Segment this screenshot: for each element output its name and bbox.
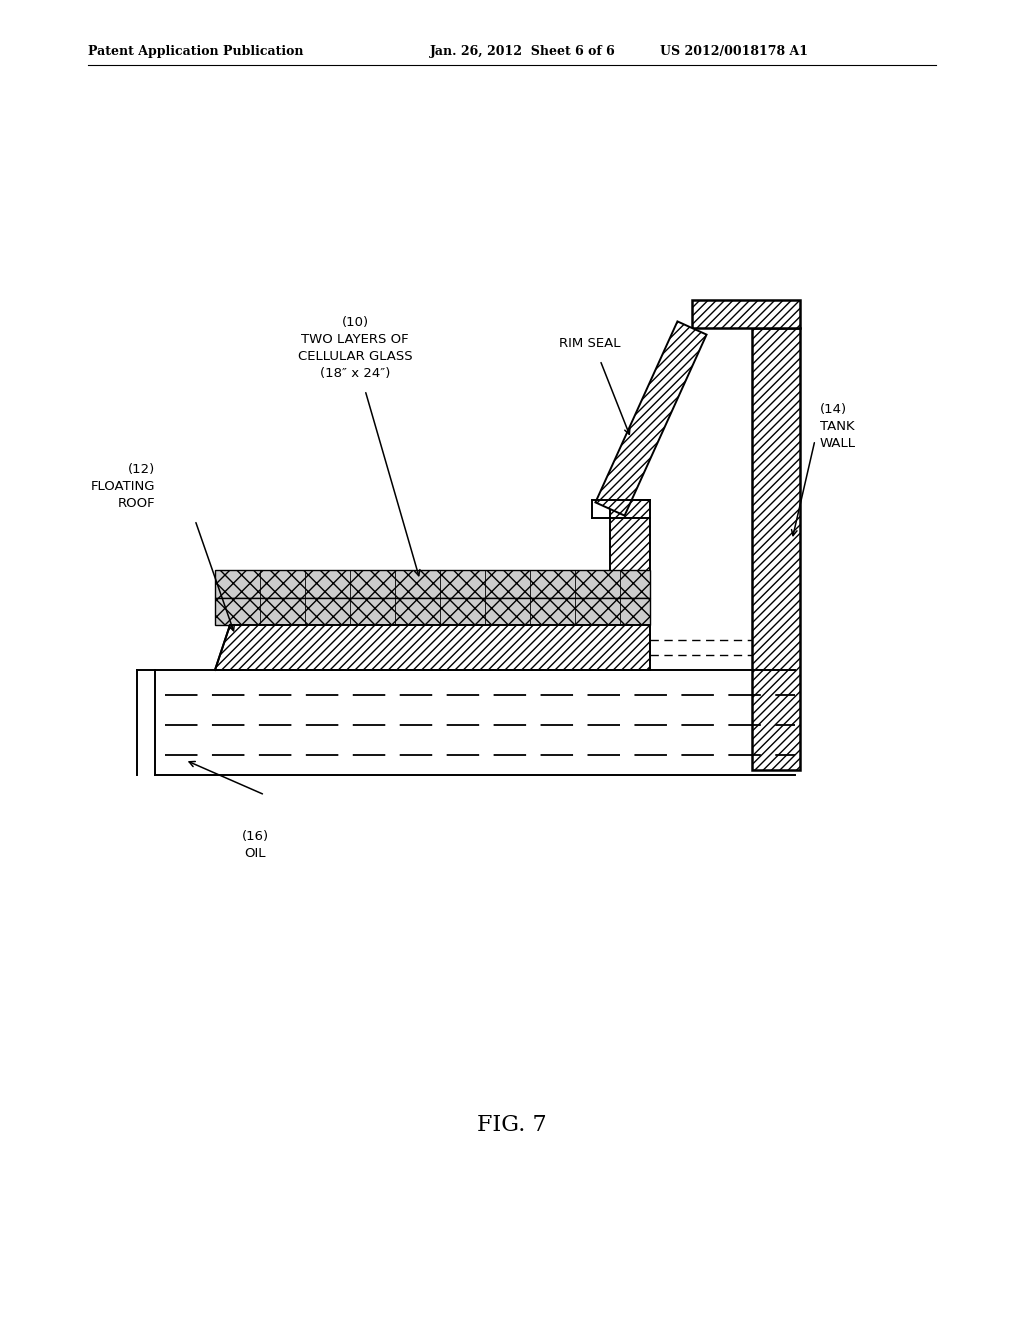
Text: (16)
OIL: (16) OIL: [242, 830, 268, 861]
Polygon shape: [752, 327, 800, 770]
Polygon shape: [215, 570, 650, 598]
Text: (12)
FLOATING
ROOF: (12) FLOATING ROOF: [90, 463, 155, 510]
Text: RIM SEAL: RIM SEAL: [559, 337, 621, 350]
Text: US 2012/0018178 A1: US 2012/0018178 A1: [660, 45, 808, 58]
Polygon shape: [215, 598, 650, 624]
Text: (14)
TANK
WALL: (14) TANK WALL: [820, 403, 856, 450]
Polygon shape: [610, 500, 650, 660]
Text: FIG. 7: FIG. 7: [477, 1114, 547, 1137]
Polygon shape: [215, 624, 650, 671]
Text: (10)
TWO LAYERS OF
CELLULAR GLASS
(18″ x 24″): (10) TWO LAYERS OF CELLULAR GLASS (18″ x…: [298, 315, 413, 380]
Polygon shape: [692, 300, 800, 327]
Text: Jan. 26, 2012  Sheet 6 of 6: Jan. 26, 2012 Sheet 6 of 6: [430, 45, 615, 58]
Polygon shape: [595, 321, 707, 516]
Text: Patent Application Publication: Patent Application Publication: [88, 45, 303, 58]
